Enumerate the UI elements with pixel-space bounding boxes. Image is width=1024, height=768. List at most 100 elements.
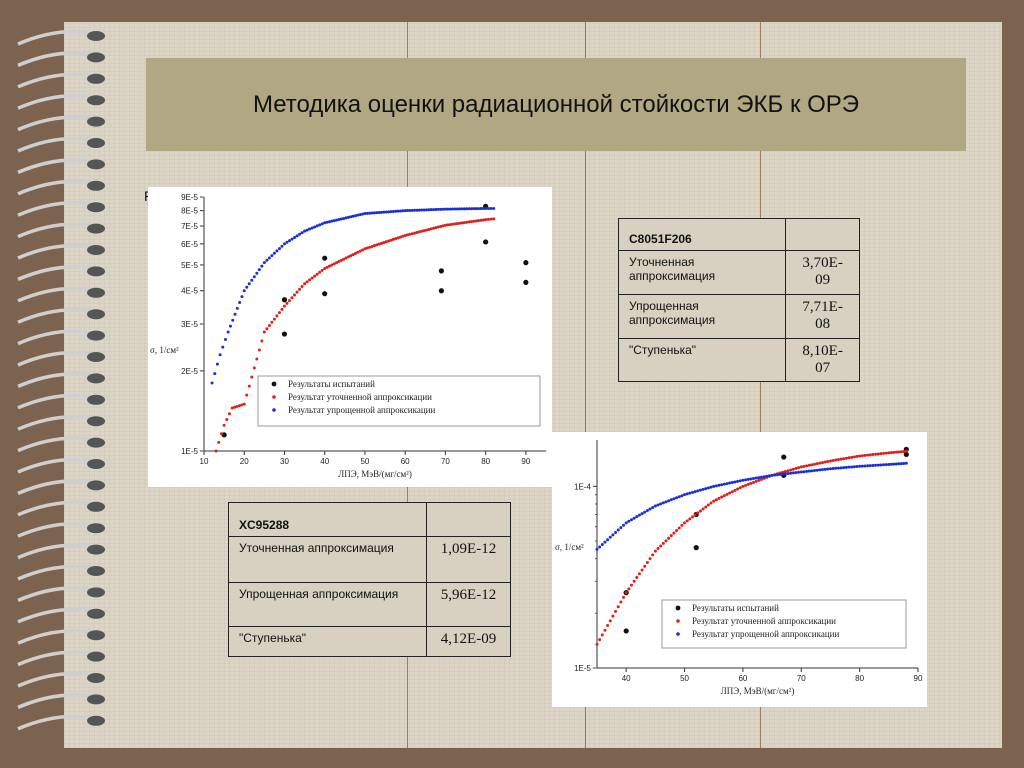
curve-dot [871, 453, 875, 457]
curve-dot [669, 534, 673, 538]
curve-dot [759, 475, 763, 479]
legend-label: Результат уточненной аппроксикации [288, 392, 432, 402]
curve-dot [368, 245, 372, 249]
spiral-hole [87, 694, 105, 705]
curve-dot [698, 488, 702, 492]
curve-dot [479, 207, 483, 211]
curve-dot [349, 215, 353, 219]
curve-dot [643, 510, 647, 514]
curve-dot [406, 209, 410, 213]
curve-dot [303, 282, 307, 286]
curve-dot [698, 509, 702, 513]
y-tick-label: 4E-5 [181, 287, 198, 296]
curve-dot [651, 553, 655, 557]
curve-dot [754, 479, 758, 483]
y-axis-label: σ, 1/см² [150, 345, 179, 355]
curve-dot [889, 451, 893, 455]
curve-dot [667, 499, 671, 503]
curve-dot [320, 268, 324, 272]
curve-dot [372, 244, 376, 248]
curve-dot [675, 529, 679, 533]
curve-dot [489, 217, 493, 221]
curve-dot [469, 207, 473, 211]
table-row-value: 8,10E-07 [785, 338, 860, 382]
curve-dot [858, 464, 862, 468]
x-tick-label: 80 [855, 674, 864, 683]
curve-dot [240, 403, 244, 407]
curve-dot [217, 440, 221, 444]
curve-dot [688, 491, 692, 495]
curve-dot [863, 453, 867, 457]
curve-dot [834, 466, 838, 470]
y-axis-label: σ, 1/см² [555, 542, 584, 552]
curve-dot [629, 583, 633, 587]
curve-dot [460, 221, 464, 225]
x-axis-label: ЛПЭ, МэВ/(мг/см²) [721, 686, 795, 696]
curve-dot [635, 576, 639, 580]
spiral-binding [17, 29, 105, 731]
curve-dot [669, 498, 673, 502]
curve-dot [709, 485, 713, 489]
legend-label: Результат упрощенной аппроксикации [288, 405, 435, 415]
curve-dot [887, 451, 891, 455]
legend-box [661, 599, 907, 649]
curve-dot [767, 474, 771, 478]
curve-dot [754, 476, 758, 480]
spiral-ring [17, 628, 99, 645]
curve-dot [429, 227, 433, 231]
spiral-ring [17, 222, 99, 239]
curve-dot [863, 464, 867, 468]
curve-dot [894, 450, 898, 454]
curve-dot [477, 219, 481, 223]
spiral-ring [17, 671, 99, 688]
curve-dot [600, 543, 604, 547]
curve-dot [640, 568, 644, 572]
curve-dot [339, 258, 343, 262]
curve-dot [489, 206, 493, 210]
curve-dot [904, 449, 908, 453]
spiral-hole [87, 608, 105, 619]
legend-label: Результаты испытаний [288, 379, 375, 389]
curve-dot [290, 237, 294, 241]
curve-dot [293, 235, 297, 239]
curve-dot [622, 523, 626, 527]
curve-dot [242, 402, 246, 406]
curve-dot [275, 314, 279, 318]
curve-dot [235, 404, 239, 408]
curve-dot [327, 264, 331, 268]
legend-marker [675, 605, 681, 611]
curve-dot [866, 453, 870, 457]
curve-dot [839, 466, 843, 470]
curve-dot [453, 207, 457, 211]
spiral-hole [87, 544, 105, 555]
curve-dot [629, 518, 633, 522]
curve-dot [255, 357, 259, 361]
table-header: C8051F206 [617, 218, 787, 251]
curve-dot [298, 287, 302, 291]
spiral-hole [87, 437, 105, 448]
curve-dot [257, 348, 261, 352]
test-point [322, 291, 328, 297]
spiral-ring [17, 115, 99, 132]
table-row-value: 3,70E-09 [785, 250, 860, 295]
curve-dot [214, 449, 218, 453]
curve-dot [672, 497, 676, 501]
curve-dot [733, 480, 737, 484]
y-tick-label: 1E-5 [181, 447, 198, 456]
curve-dot [492, 206, 496, 210]
curve-dot [691, 490, 695, 494]
test-point [322, 255, 328, 261]
curve-dot [353, 214, 357, 218]
curve-dot [608, 619, 612, 623]
curve-dot [346, 215, 350, 219]
curve-dot [315, 224, 319, 228]
curve-dot [899, 462, 903, 466]
curve-dot [415, 230, 419, 234]
curve-dot [685, 519, 689, 523]
spiral-hole [87, 352, 105, 362]
curve-dot [850, 465, 854, 469]
curve-dot [823, 467, 827, 471]
curve-dot [233, 312, 237, 316]
curve-dot [818, 468, 822, 472]
paper-fold-line [760, 22, 761, 748]
